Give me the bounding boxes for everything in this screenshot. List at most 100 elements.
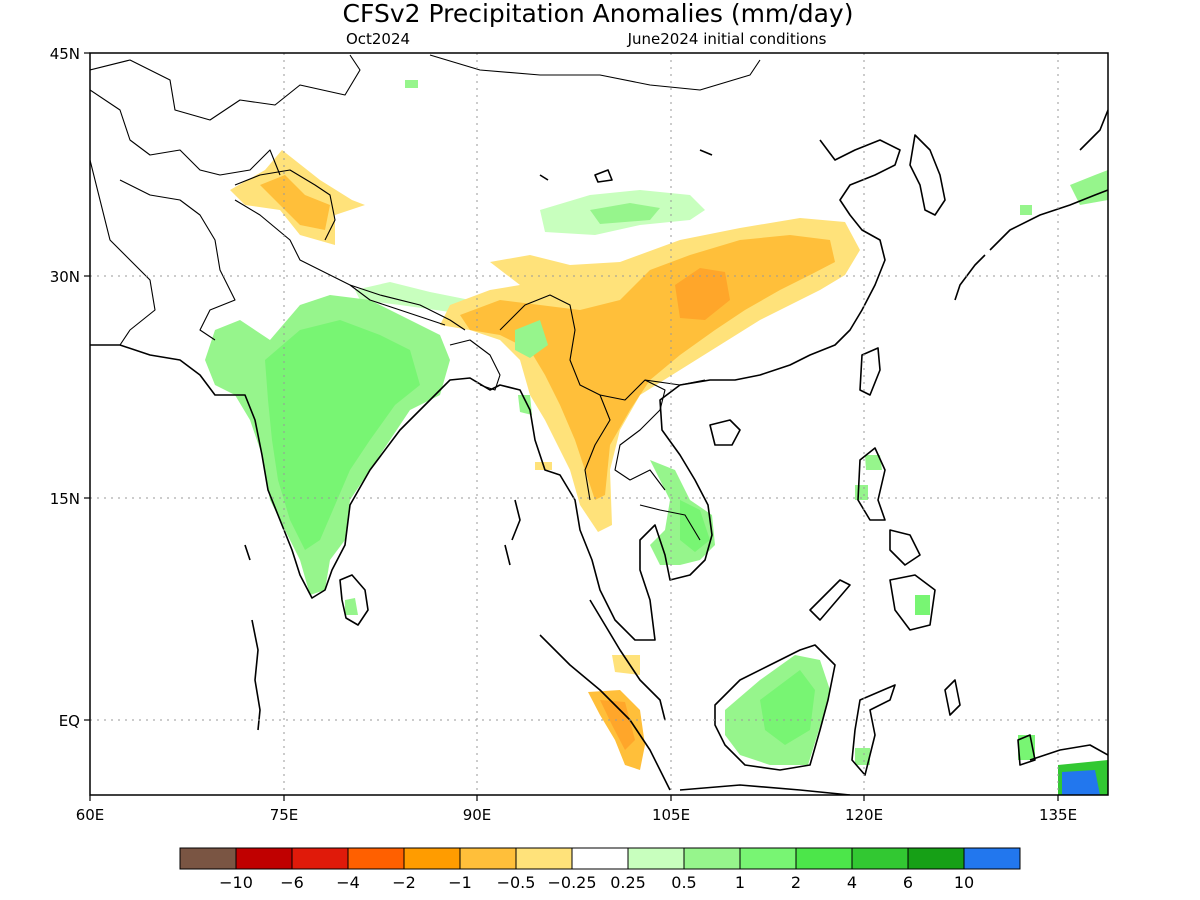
initial-conditions-label: June2024 initial conditions — [627, 30, 827, 48]
map-title: CFSv2 Precipitation Anomalies (mm/day) — [343, 0, 854, 28]
anomaly-coast-green — [518, 395, 532, 415]
lat-tick-30n: 30N — [50, 268, 80, 286]
anomaly-tibet-green-core — [590, 203, 660, 224]
coast-maldives — [244, 544, 261, 731]
coast-korea — [909, 134, 946, 216]
colorbar-swatch — [179, 847, 237, 870]
coast-hainan — [709, 419, 741, 446]
coast-japan — [954, 109, 1108, 301]
anomaly-borneo-green-core — [760, 670, 815, 745]
colorbar-swatch — [235, 847, 293, 870]
coast-mindanao — [889, 574, 936, 631]
frame-ticks — [84, 52, 1059, 801]
lake-misc-1 — [699, 149, 713, 156]
lon-tick-135e: 135E — [1039, 806, 1077, 824]
border-kashmir — [234, 169, 336, 241]
coast-taiwan — [859, 347, 881, 396]
anomaly-burma-green — [515, 320, 548, 358]
lat-tick-45n: 45N — [50, 45, 80, 63]
anomaly-china-orange — [460, 235, 835, 500]
colorbar-label: −4 — [336, 873, 360, 892]
anomaly-kashmir-orange — [260, 175, 330, 230]
lon-tick-60e: 60E — [76, 806, 105, 824]
coast-visayas — [889, 529, 921, 566]
anomaly-newguinea-blue — [1062, 770, 1100, 795]
colorbar-swatch — [683, 847, 741, 870]
colorbar-label: −2 — [392, 873, 416, 892]
coast-srilanka — [339, 574, 369, 626]
colorbar-swatch — [515, 847, 573, 870]
colorbar-label: 4 — [847, 873, 857, 892]
colorbar-swatch — [851, 847, 909, 870]
coast-palawan — [809, 579, 851, 621]
colorbar-label: 0.25 — [610, 873, 646, 892]
colorbar-label: −0.25 — [547, 873, 596, 892]
lon-tick-105e: 105E — [652, 806, 690, 824]
anomaly-japan-green — [1070, 170, 1108, 205]
colorbar-swatch — [459, 847, 517, 870]
colorbar-swatch — [963, 847, 1021, 870]
colorbar-swatch — [627, 847, 685, 870]
anomaly-sulawesi-green — [855, 748, 870, 765]
border-laos-thailand — [599, 379, 666, 491]
country-borders — [90, 54, 761, 541]
colorbar-label: −0.5 — [497, 873, 536, 892]
lakes — [539, 149, 713, 183]
anomaly-india-green-core — [265, 320, 420, 550]
lon-tick-120e: 120E — [845, 806, 883, 824]
coast-malaysia — [589, 599, 666, 721]
anomaly-nepal-green — [355, 282, 480, 312]
colorbar-swatch — [291, 847, 349, 870]
colorbar-label: 2 — [791, 873, 801, 892]
lake-qinghai — [594, 169, 613, 183]
border-cambodia — [639, 504, 701, 541]
coastlines — [90, 109, 1108, 795]
border-pakistan — [119, 179, 236, 341]
map-frame — [89, 52, 1109, 796]
colorbar-label: −10 — [219, 873, 253, 892]
valid-month-label: Oct2024 — [346, 30, 410, 48]
coast-arabian-india — [90, 139, 901, 641]
colorbar-swatch — [907, 847, 965, 870]
coast-andaman — [504, 499, 521, 566]
lat-tick-15n: 15N — [50, 490, 80, 508]
anomaly-sichuan-deep — [675, 268, 730, 320]
lat-tick-eq: EQ — [59, 712, 80, 730]
coast-borneo — [714, 644, 836, 771]
border-mongolia — [429, 54, 761, 91]
anomaly-sumatra-deep — [600, 700, 635, 750]
border-bangladesh — [449, 339, 501, 391]
coast-sulawesi — [851, 684, 896, 776]
colorbar-label: −6 — [280, 873, 304, 892]
coast-moluccas — [1017, 734, 1036, 766]
map-area — [90, 53, 1108, 795]
anomaly-indochina-green-core — [680, 500, 710, 552]
border-iran — [90, 159, 156, 346]
colorbar-label: 1 — [735, 873, 745, 892]
coast-halmahera — [944, 679, 961, 716]
border-afghanistan — [90, 89, 281, 176]
anomaly-japan-green-small — [1020, 205, 1032, 215]
lon-tick-90e: 90E — [463, 806, 492, 824]
colorbar: −10 −6 −4 −2 −1 −0.5 −0.25 0.25 0.5 1 2 4 6 10 — [179, 847, 1021, 892]
border-china-vietnam — [644, 379, 706, 386]
colorbar-swatch — [347, 847, 405, 870]
colorbar-swatch — [571, 847, 629, 870]
coast-newguinea — [1029, 744, 1108, 761]
gridlines — [90, 53, 1108, 795]
border-india-north — [234, 199, 466, 331]
colorbar-swatch — [739, 847, 797, 870]
colorbar-label: −1 — [448, 873, 472, 892]
colorbar-swatch — [795, 847, 853, 870]
colorbar-label: 10 — [954, 873, 974, 892]
anomaly-misc-green-top — [405, 80, 418, 88]
coast-java — [679, 784, 851, 795]
anomaly-mindanao-green — [915, 595, 930, 615]
anomaly-shading — [205, 80, 1108, 795]
border-myanmar — [499, 294, 611, 501]
coast-luzon — [857, 447, 886, 521]
coast-sumatra — [539, 634, 671, 791]
lon-tick-75e: 75E — [270, 806, 299, 824]
border-nepal — [349, 284, 446, 326]
